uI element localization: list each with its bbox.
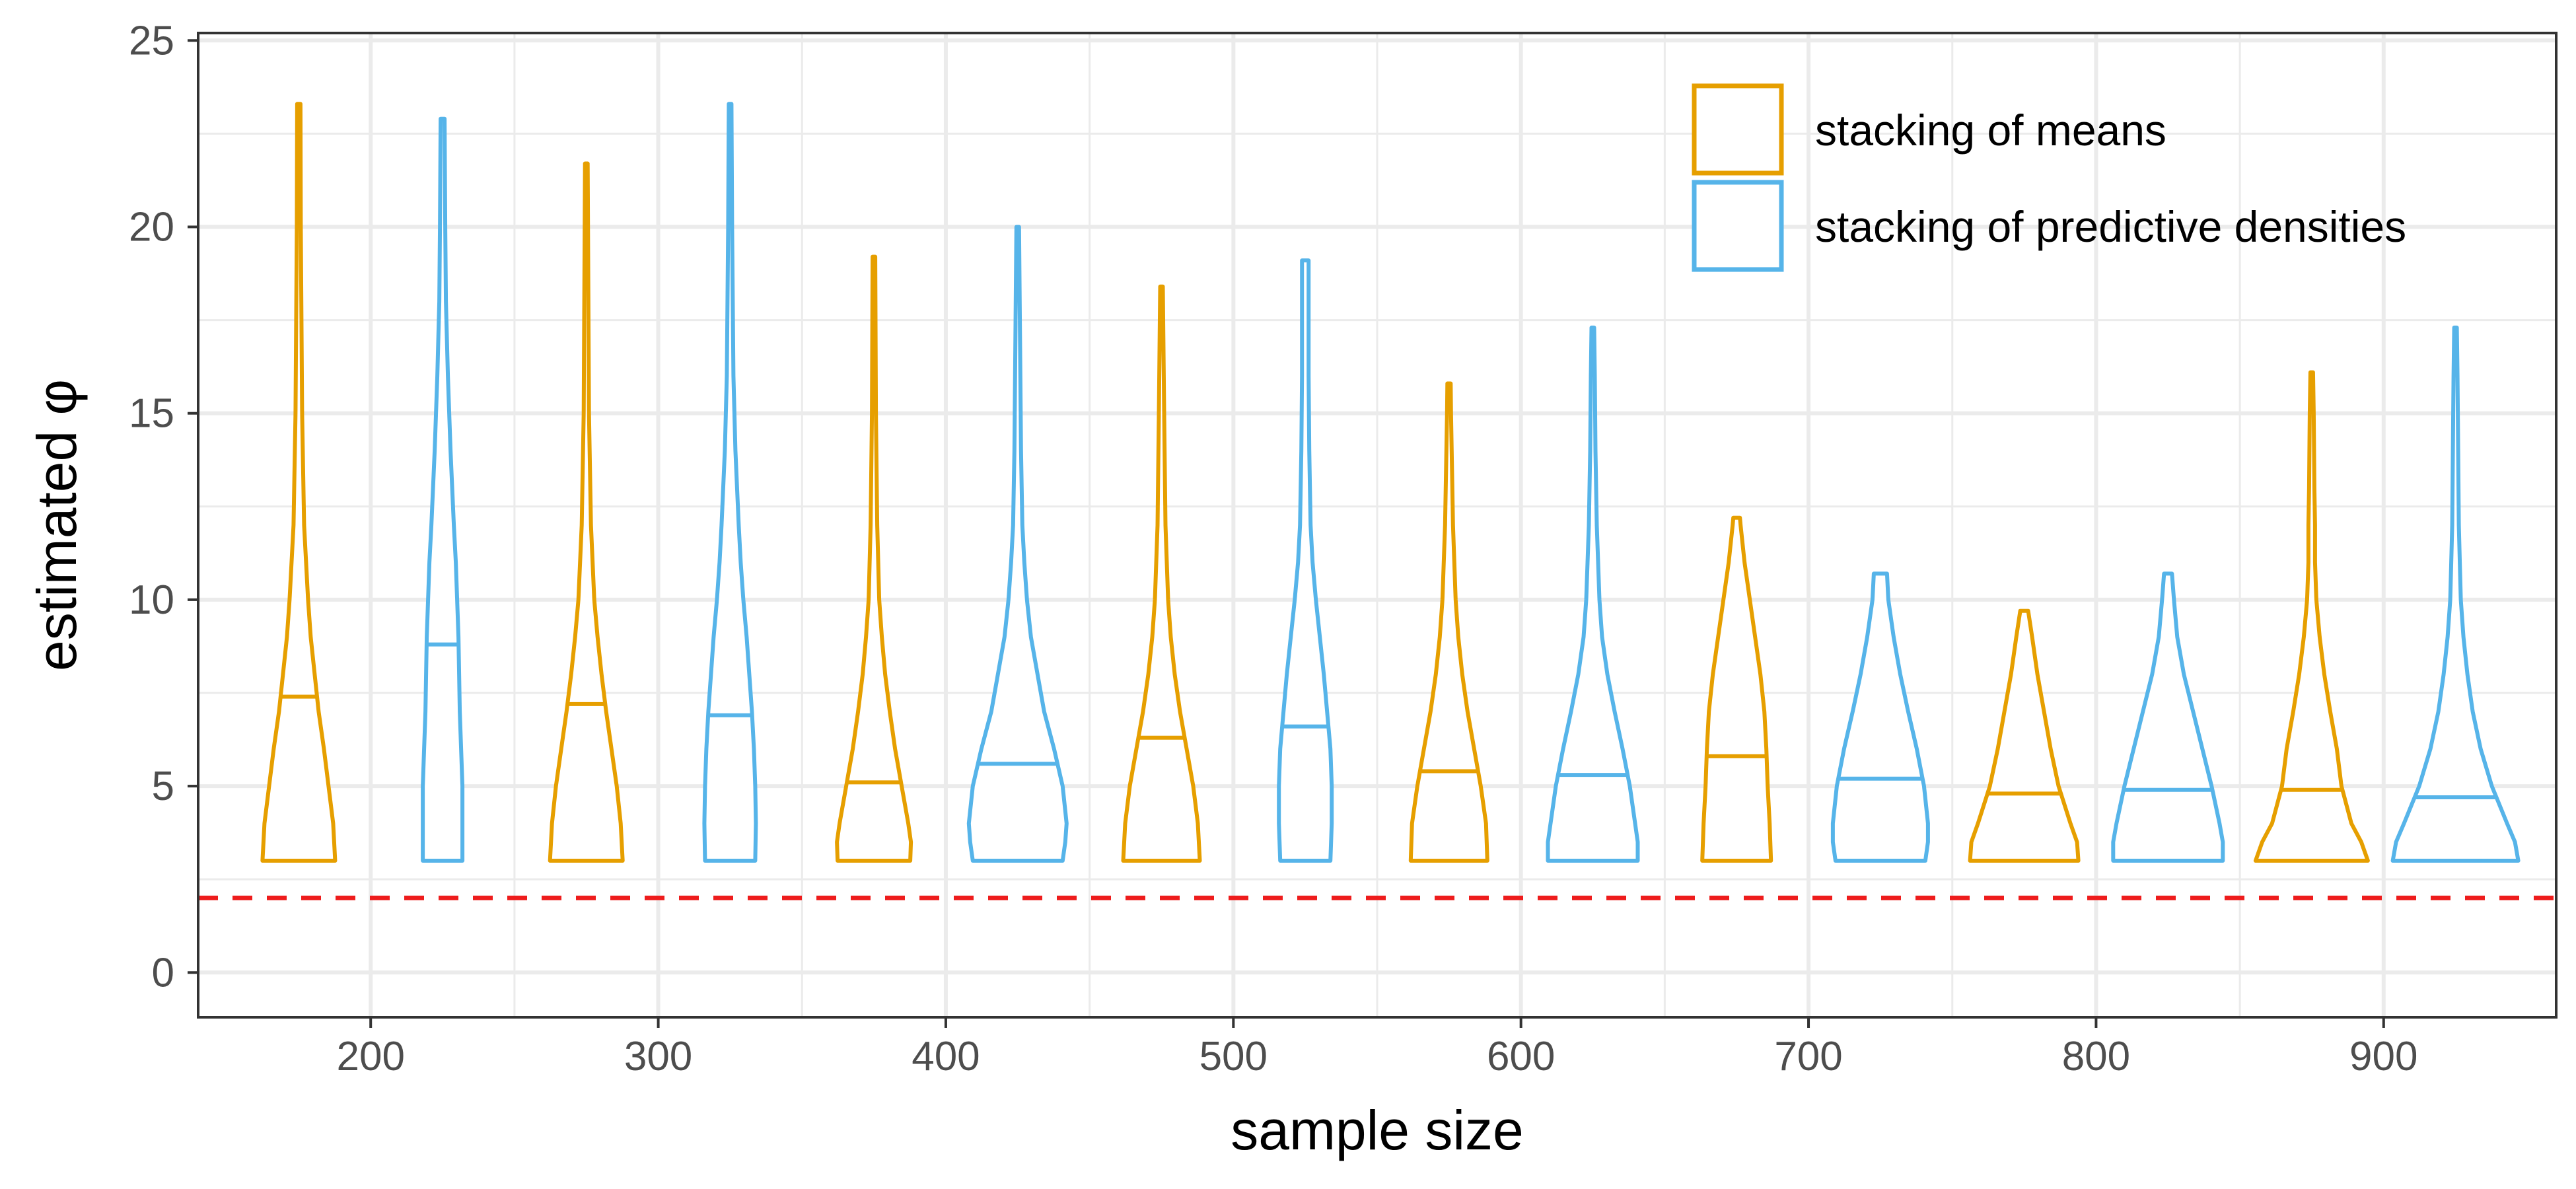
- legend-key-stacking-of-predictive-densities: [1692, 180, 1784, 272]
- y-tick-label: 10: [129, 577, 174, 623]
- x-tick-label: 600: [1487, 1034, 1555, 1079]
- violin-densities-n400: [966, 225, 1069, 863]
- legend-label-stacking-of-predictive-densities: stacking of predictive densities: [1815, 202, 2406, 251]
- violin-densities-n600: [1546, 325, 1640, 863]
- x-tick-label: 700: [1774, 1034, 1842, 1079]
- y-tick-label: 5: [152, 764, 174, 809]
- violin-means-n500: [1121, 284, 1202, 863]
- axes: 0 5 10 15 20 25 200 300 400 500 600 700 800 900: [129, 18, 2417, 1079]
- violin-means-n900: [2253, 370, 2370, 863]
- violin-means-n400: [835, 254, 913, 863]
- x-axis-title: sample size: [1231, 1099, 1524, 1161]
- y-tick-label: 0: [152, 950, 174, 995]
- x-tick-label: 900: [2349, 1034, 2417, 1079]
- y-tick-label: 25: [129, 18, 174, 63]
- violin-densities-n300: [702, 102, 758, 863]
- x-tick-label: 800: [2062, 1034, 2130, 1079]
- violin-densities-n700: [1830, 571, 1930, 863]
- x-tick-label: 200: [336, 1034, 404, 1079]
- violin-means-n700: [1700, 515, 1773, 863]
- x-tick-label: 300: [624, 1034, 692, 1079]
- violin-densities-n500: [1277, 258, 1334, 863]
- y-tick-label: 15: [129, 391, 174, 437]
- plot-panel-border: [197, 32, 2558, 1019]
- y-axis-title: estimated φ: [26, 379, 88, 671]
- legend: stacking of means stacking of predictive…: [1692, 83, 2406, 272]
- y-tick-label: 20: [129, 204, 174, 250]
- violin-means-n800: [1968, 608, 2081, 863]
- x-tick-label: 500: [1199, 1034, 1268, 1079]
- violin-means-n600: [1408, 381, 1489, 863]
- violins: [260, 102, 2521, 863]
- violin-densities-n900: [2390, 325, 2521, 863]
- legend-key-stacking-of-means: [1692, 83, 1784, 176]
- violin-means-n300: [548, 161, 625, 863]
- legend-label-stacking-of-means: stacking of means: [1815, 106, 2166, 155]
- violin-means-n200: [260, 102, 338, 863]
- x-tick-label: 400: [912, 1034, 980, 1079]
- violin-densities-n200: [421, 116, 465, 863]
